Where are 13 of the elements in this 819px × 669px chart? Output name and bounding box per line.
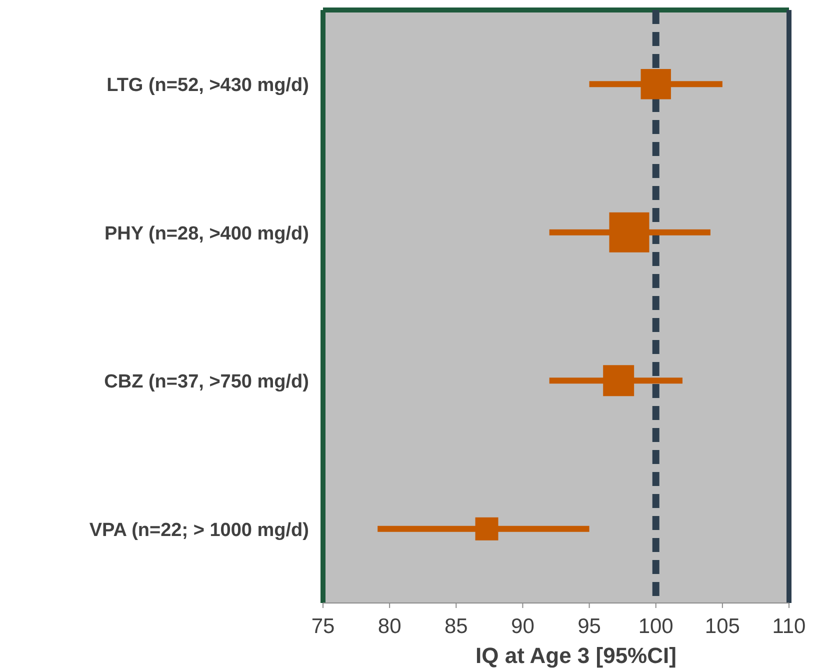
- y-tick-label: PHY (n=28, >400 mg/d): [104, 223, 309, 244]
- x-tick-label: 100: [638, 615, 674, 638]
- x-tick-label: 75: [311, 615, 335, 638]
- x-tick-label: 85: [444, 615, 468, 638]
- x-tick-label: 80: [378, 615, 402, 638]
- x-axis-title: IQ at Age 3 [95%CI]: [476, 643, 676, 668]
- x-tick-label: 105: [704, 615, 740, 638]
- x-tick-label: 95: [578, 615, 601, 638]
- y-tick-label: VPA (n=22; > 1000 mg/d): [89, 520, 309, 541]
- y-tick-label: CBZ (n=37, >750 mg/d): [104, 372, 309, 393]
- x-tick-label: 90: [511, 615, 534, 638]
- x-tick-label: 110: [772, 615, 806, 638]
- y-tick-label: LTG (n=52, >430 mg/d): [106, 75, 309, 96]
